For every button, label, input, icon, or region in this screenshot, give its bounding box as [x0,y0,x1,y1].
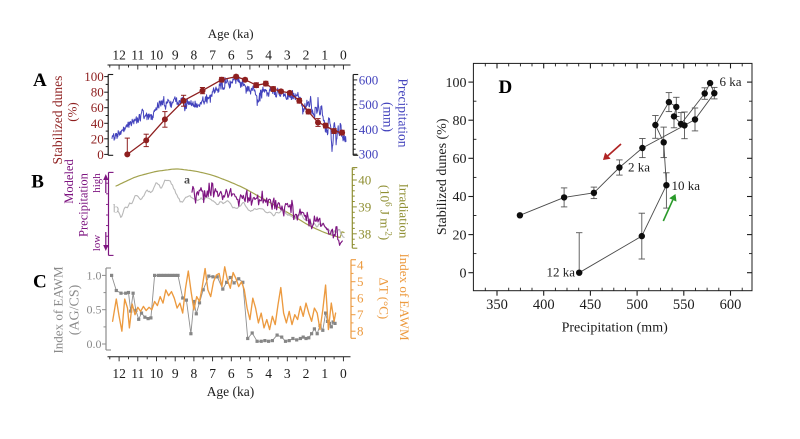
svg-text:100: 100 [446,76,467,91]
svg-text:400: 400 [533,297,555,313]
svg-text:b: b [113,202,119,216]
svg-text:Index of EAWM: Index of EAWM [51,266,66,353]
svg-text:60: 60 [453,152,467,167]
svg-text:a: a [184,173,190,187]
svg-text:9: 9 [172,48,179,63]
svg-text:10: 10 [150,366,164,381]
svg-text:Stabilized dunes (%): Stabilized dunes (%) [435,118,450,235]
svg-text:6 ka: 6 ka [720,74,742,89]
svg-text:high: high [91,173,103,193]
svg-text:40: 40 [453,190,467,205]
svg-text:3: 3 [284,48,291,63]
svg-text:Index of EAWM: Index of EAWM [397,253,412,340]
svg-text:12: 12 [112,48,126,63]
svg-text:Age (ka): Age (ka) [207,384,255,399]
svg-text:10 ka: 10 ka [672,178,701,193]
svg-text:39: 39 [358,199,371,214]
svg-text:20: 20 [91,131,104,146]
svg-text:80: 80 [453,114,467,129]
svg-text:0.5: 0.5 [87,303,102,317]
svg-text:Precipitation: Precipitation [77,172,91,237]
svg-text:40: 40 [91,116,104,131]
svg-text:A: A [33,70,47,91]
svg-text:3: 3 [284,366,291,381]
svg-text:40: 40 [358,173,371,188]
svg-text:60: 60 [91,100,104,115]
svg-text:8: 8 [191,366,198,381]
svg-text:11: 11 [131,366,144,381]
svg-text:0.0: 0.0 [87,337,102,351]
svg-text:(mm): (mm) [381,102,396,132]
svg-text:400: 400 [359,122,379,137]
svg-text:B: B [31,172,44,193]
svg-text:550: 550 [673,297,695,313]
svg-text:450: 450 [580,297,602,313]
svg-text:350: 350 [486,297,508,313]
svg-text:(%): (%) [65,102,80,122]
svg-text:Precipitation (mm): Precipitation (mm) [562,321,668,336]
svg-text:1: 1 [321,48,328,63]
svg-text:Precipitation: Precipitation [396,79,411,148]
svg-text:10: 10 [150,48,164,63]
svg-text:8: 8 [357,324,364,339]
svg-text:4: 4 [265,366,272,381]
svg-text:500: 500 [359,97,379,112]
svg-text:6: 6 [357,291,364,306]
svg-text:C: C [33,272,47,293]
svg-text:100: 100 [84,69,104,84]
svg-text:8: 8 [191,48,198,63]
svg-text:300: 300 [359,147,379,162]
svg-text:6: 6 [228,366,235,381]
svg-text:ΔT (°C): ΔT (°C) [377,277,392,319]
svg-text:2: 2 [303,48,310,63]
svg-text:7: 7 [357,307,364,322]
svg-text:5: 5 [247,48,254,63]
svg-text:1: 1 [321,366,328,381]
svg-text:4: 4 [357,258,364,273]
svg-text:5: 5 [247,366,254,381]
svg-text:low: low [91,235,103,252]
svg-text:(AG/CS): (AG/CS) [68,284,83,335]
svg-text:Stabilized dunes: Stabilized dunes [50,76,65,165]
svg-text:12 ka: 12 ka [546,265,575,280]
svg-text:0: 0 [460,266,467,281]
svg-text:11: 11 [131,48,144,63]
svg-text:9: 9 [172,366,179,381]
svg-text:1.0: 1.0 [87,268,102,282]
svg-text:12: 12 [112,366,126,381]
svg-text:38: 38 [358,226,371,241]
svg-text:5: 5 [357,274,364,289]
svg-text:2: 2 [303,366,310,381]
svg-text:Age (ka): Age (ka) [208,26,254,41]
svg-text:600: 600 [359,72,379,87]
svg-text:20: 20 [453,228,467,243]
svg-text:7: 7 [209,48,216,63]
svg-text:Modeled: Modeled [62,159,76,204]
svg-text:0: 0 [340,48,347,63]
svg-text:Irradiation: Irradiation [397,184,412,239]
svg-text:4: 4 [265,48,272,63]
svg-text:(106 J m-2): (106 J m-2) [378,185,394,240]
svg-text:2 ka: 2 ka [628,160,650,175]
svg-text:6: 6 [228,48,235,63]
svg-text:80: 80 [91,85,104,100]
svg-text:0: 0 [97,147,104,162]
svg-text:600: 600 [720,297,742,313]
svg-text:500: 500 [626,297,648,313]
svg-text:7: 7 [209,366,216,381]
svg-text:0: 0 [340,366,347,381]
svg-text:D: D [499,77,513,98]
